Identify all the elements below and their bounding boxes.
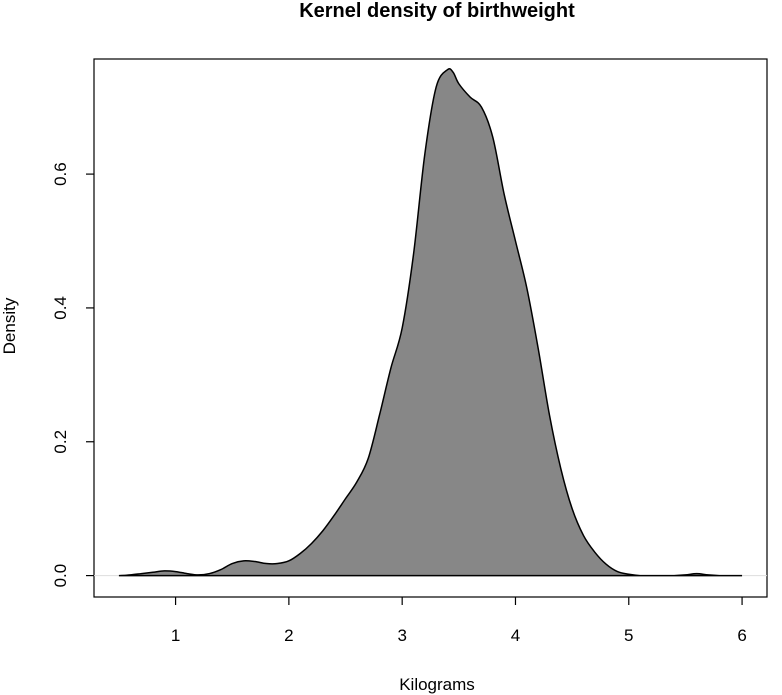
y-tick-label: 0.6 <box>51 162 70 186</box>
x-axis-label: Kilograms <box>399 675 475 694</box>
x-tick-label: 5 <box>624 626 633 645</box>
y-axis-label: Density <box>0 297 19 354</box>
plot-frame <box>93 58 768 598</box>
density-area <box>118 68 743 577</box>
plot-area <box>94 68 767 577</box>
x-tick-label: 1 <box>171 626 180 645</box>
y-axis: 0.0 0.2 0.4 0.6 <box>51 162 94 587</box>
x-axis: 1 2 3 4 5 6 <box>171 597 747 645</box>
y-tick-label: 0.2 <box>51 430 70 454</box>
x-tick-label: 3 <box>397 626 406 645</box>
y-tick-label: 0.0 <box>51 564 70 588</box>
x-tick-label: 4 <box>511 626 520 645</box>
chart-title: Kernel density of birthweight <box>299 0 575 22</box>
x-tick-label: 6 <box>737 626 746 645</box>
x-tick-label: 2 <box>284 626 293 645</box>
y-tick-label: 0.4 <box>51 296 70 320</box>
